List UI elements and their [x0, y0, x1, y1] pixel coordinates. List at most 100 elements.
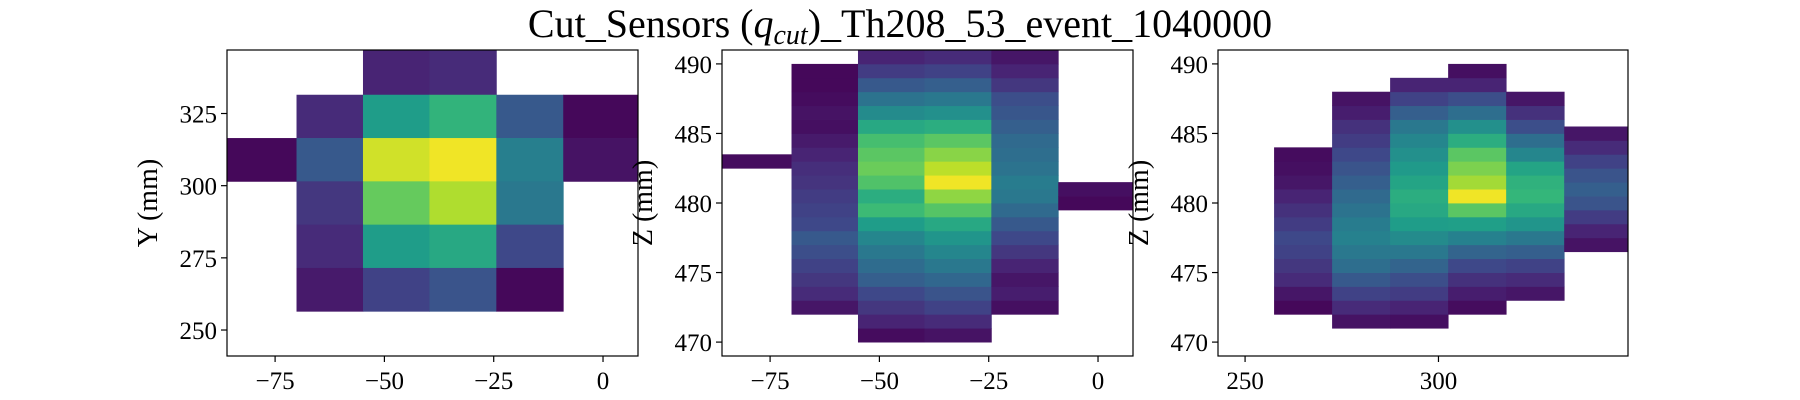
- y-tick-label: 480: [1171, 191, 1209, 218]
- heatmap-cell: [1332, 175, 1391, 190]
- y-tick-label: 300: [180, 174, 218, 201]
- heatmap-cell: [362, 224, 430, 269]
- heatmap-cell: [791, 147, 859, 162]
- panel-xy: −75 −50 −25 0 250 275 300 325 Y (mm): [133, 49, 639, 395]
- heatmap-cell: [1332, 216, 1391, 232]
- heatmap-cell: [1274, 258, 1333, 273]
- heatmap-cell: [1332, 314, 1391, 329]
- heatmap-cell: [991, 147, 1059, 162]
- heatmap-cell: [1390, 161, 1449, 176]
- heatmap-cell: [1274, 147, 1333, 162]
- heatmap-cell: [1332, 133, 1391, 148]
- heatmap-cell: [496, 224, 564, 269]
- x-tick-label: −25: [969, 368, 1008, 395]
- heatmap-cell: [991, 91, 1059, 107]
- heatmap-cell: [1058, 182, 1134, 197]
- heatmap-cell: [791, 244, 859, 260]
- heatmap-cell: [1390, 314, 1449, 329]
- heatmap-cell: [991, 161, 1059, 176]
- heatmap-cell: [857, 105, 925, 120]
- heatmap-cell: [991, 189, 1059, 204]
- y-tick-label: 475: [1171, 261, 1209, 288]
- heatmap-cell: [429, 138, 497, 182]
- heatmap-cell: [924, 216, 992, 232]
- heatmap-cell: [1506, 203, 1565, 218]
- heatmap-cell: [857, 189, 925, 204]
- y-axis-label: Y (mm): [133, 159, 164, 247]
- heatmap-cell: [791, 203, 859, 218]
- heatmap-cell: [924, 230, 992, 246]
- y-tick-label: 470: [675, 330, 713, 357]
- heatmap-cell: [227, 138, 297, 182]
- heatmap-cell: [1332, 147, 1391, 162]
- heatmap-cell: [1448, 77, 1507, 93]
- heatmap-cell: [991, 50, 1059, 65]
- heatmap-cell: [1564, 223, 1629, 239]
- heatmap-cell: [857, 258, 925, 273]
- heatmap-cell: [1332, 161, 1391, 176]
- heatmap-cell: [1506, 189, 1565, 204]
- heatmap-cell: [991, 175, 1059, 190]
- heatmap-cell: [1390, 133, 1449, 148]
- heatmap-cell: [496, 181, 564, 226]
- heatmap-cell: [924, 175, 992, 190]
- heatmap-cell: [857, 119, 925, 134]
- y-tick-label: 485: [1171, 121, 1209, 148]
- y-tick-label: 470: [1171, 330, 1209, 357]
- heatmap-cell: [1390, 91, 1449, 107]
- heatmap-cell: [362, 267, 430, 312]
- y-tick-label: 485: [675, 121, 713, 148]
- heatmap-cell: [924, 77, 992, 93]
- heatmap-cell: [1390, 244, 1449, 260]
- y-tick-label: 325: [180, 102, 218, 129]
- heatmap-cell: [791, 119, 859, 134]
- heatmap-cell: [991, 216, 1059, 232]
- heatmap-cell: [1448, 189, 1507, 204]
- y-axis-label: Z (mm): [628, 160, 659, 246]
- heatmap-cell: [1332, 244, 1391, 260]
- heatmap-cell: [1448, 216, 1507, 232]
- heatmap-cell: [924, 105, 992, 120]
- heatmap-cell: [1332, 258, 1391, 273]
- heatmap-cell: [1448, 258, 1507, 273]
- heatmap-cell: [1564, 196, 1629, 211]
- heatmap-cell: [924, 286, 992, 301]
- heatmap-cell: [1448, 63, 1507, 79]
- heatmap-cell: [1448, 203, 1507, 218]
- heatmap-cell: [496, 138, 564, 182]
- heatmap-cell: [1390, 286, 1449, 301]
- heatmap-cell: [1448, 91, 1507, 107]
- heatmap-cell: [1506, 216, 1565, 232]
- heatmap-cell: [1506, 230, 1565, 246]
- heatmap-cell: [924, 300, 992, 315]
- heatmap-cell: [991, 286, 1059, 301]
- heatmap-cell: [1390, 258, 1449, 273]
- heatmap-cell: [857, 300, 925, 315]
- heatmap-cell: [924, 258, 992, 273]
- heatmap-cell: [924, 133, 992, 148]
- heatmap-cell: [1274, 244, 1333, 260]
- heatmap-cell: [1448, 230, 1507, 246]
- heatmap-cell: [1564, 168, 1629, 183]
- heatmap-cell: [1448, 300, 1507, 315]
- heatmap-cell: [1448, 175, 1507, 190]
- heatmap-cell: [1448, 147, 1507, 162]
- heatmap-cell: [722, 154, 792, 169]
- heatmap-cell: [991, 203, 1059, 218]
- heatmap-cell: [1506, 119, 1565, 134]
- heatmap-cell: [1332, 300, 1391, 315]
- heatmap-cell: [857, 244, 925, 260]
- heatmap-cell: [563, 138, 639, 182]
- heatmap-cell: [857, 175, 925, 190]
- heatmap-cell: [1390, 230, 1449, 246]
- heatmap-cell: [857, 133, 925, 148]
- heatmap-cell: [1506, 147, 1565, 162]
- heatmap-cell: [1564, 182, 1629, 197]
- heatmap-cell: [924, 272, 992, 287]
- title-prefix: Cut_Sensors (: [528, 1, 754, 46]
- panel-xz: −75 −50 −25 0 470 475 480 485 490 Z (mm): [628, 49, 1134, 395]
- heatmap-cell: [791, 272, 859, 287]
- heatmap-cell: [1390, 77, 1449, 93]
- heatmap-cell: [1390, 272, 1449, 287]
